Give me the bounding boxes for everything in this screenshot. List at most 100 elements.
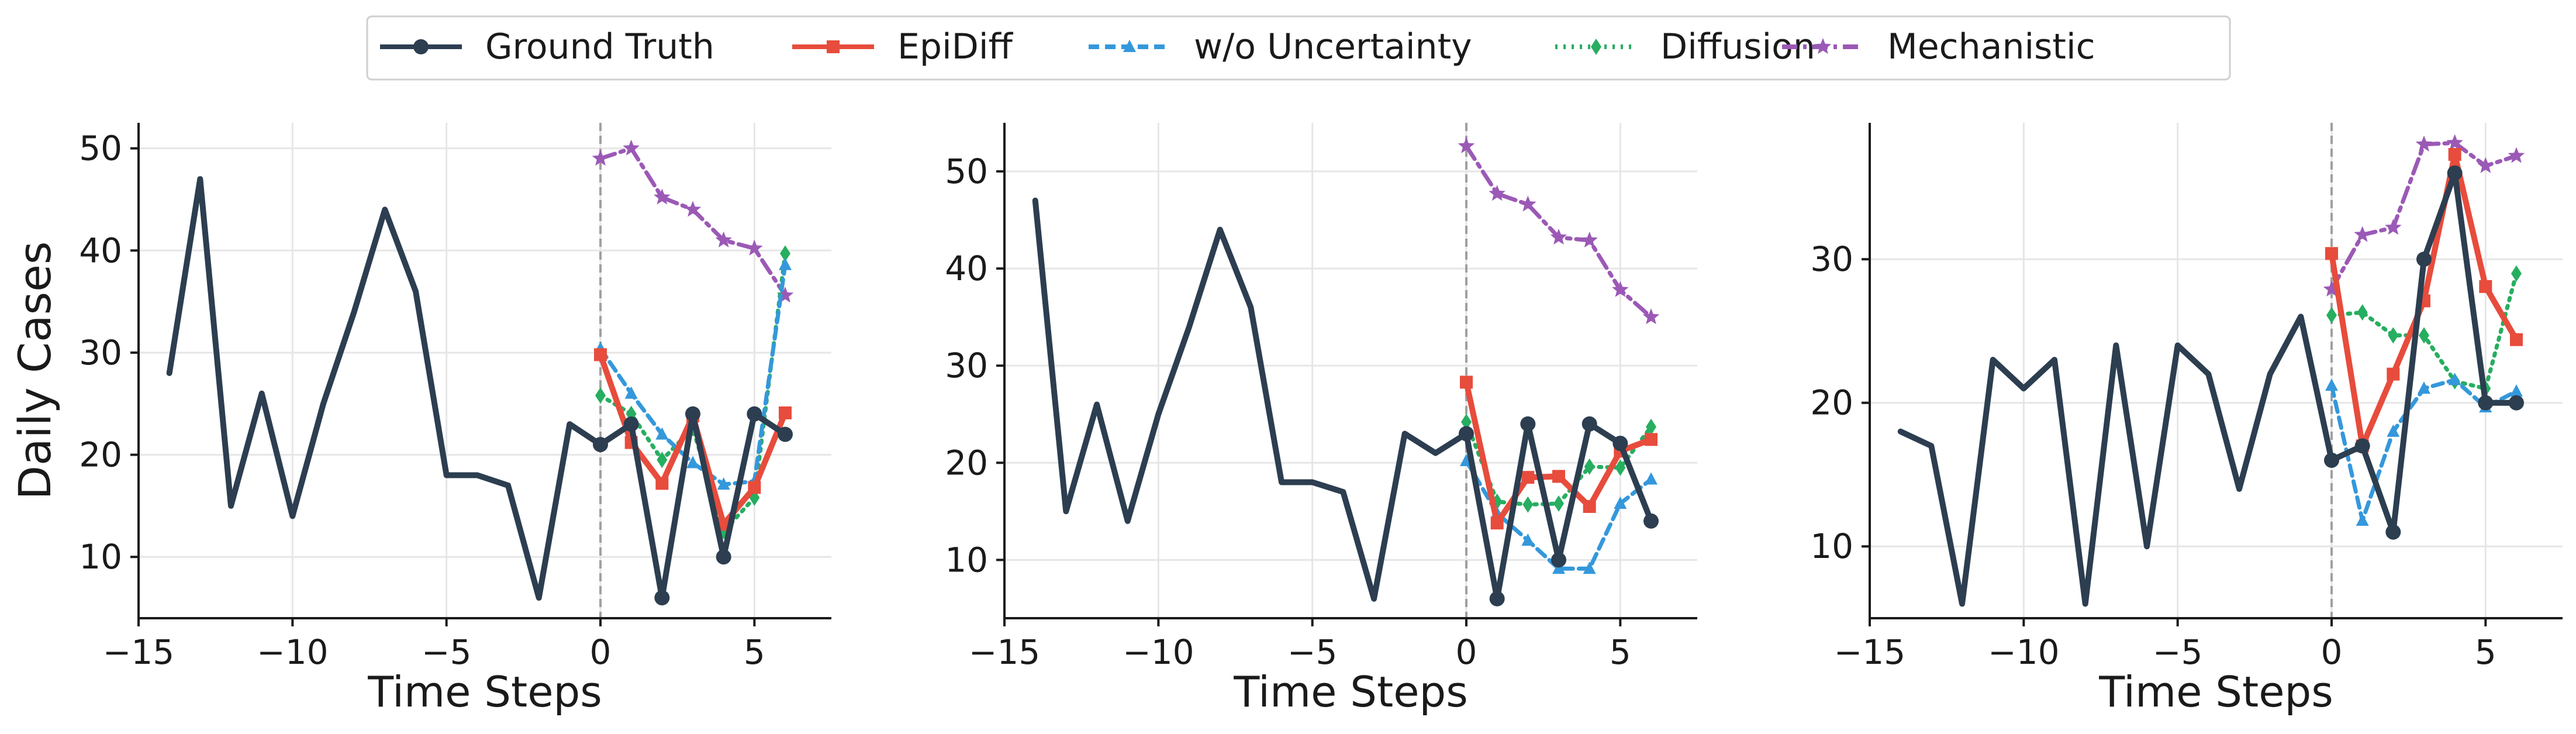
data-point-mech [1642, 308, 1660, 325]
legend-label: Mechanistic [1887, 26, 2095, 67]
series-diff [595, 245, 790, 540]
data-point-diff [1584, 458, 1595, 475]
y-tick-label: 30 [1810, 239, 1853, 279]
x-tick-label: 0 [590, 632, 612, 672]
data-point-mech [1489, 185, 1505, 201]
legend-label: Ground Truth [485, 26, 714, 67]
series-epi [2325, 148, 2523, 453]
data-point-diff [2419, 327, 2429, 344]
data-point-gt [593, 437, 608, 453]
legend-item-epi: EpiDiff [792, 26, 1014, 67]
data-point-gt [1551, 552, 1566, 568]
data-point-epi [2325, 247, 2338, 260]
series-line-wou [598, 263, 788, 487]
data-point-epi [1552, 470, 1565, 483]
data-point-diff [1615, 459, 1626, 476]
data-point-gt [2447, 165, 2463, 181]
legend-box [366, 15, 2231, 81]
data-point-mech [776, 287, 794, 303]
series-diff [1461, 413, 1656, 513]
legend-swatch-marker [827, 40, 840, 53]
data-point-wou [2356, 514, 2369, 526]
x-tick-label: −10 [257, 632, 328, 672]
y-tick-label: 20 [1810, 383, 1853, 423]
data-point-epi [2387, 367, 2400, 381]
legend-swatch-marker [413, 39, 429, 54]
data-point-epi [1583, 500, 1596, 514]
y-tick-label: 50 [79, 129, 122, 168]
y-tick-label: 50 [945, 151, 988, 191]
data-point-mech [2323, 280, 2340, 297]
legend-label: w/o Uncertainty [1194, 26, 1472, 67]
series-mech [1458, 137, 1660, 325]
chart-panel-2: −15 −10 −5 0 5 10 20 30 40 50 Time Steps [945, 123, 1697, 716]
data-point-mech [1520, 195, 1536, 212]
legend: Ground Truth EpiDiff w/o Uncertainty Diffus… [366, 15, 2231, 81]
x-tick-label: −10 [1123, 632, 1194, 672]
data-point-epi [2479, 280, 2492, 293]
data-point-gt [716, 549, 731, 565]
data-point-diff [2388, 327, 2399, 344]
data-point-epi [2448, 148, 2461, 161]
y-tick-label: 10 [79, 537, 122, 577]
y-tick-label: 20 [945, 443, 988, 483]
data-point-gt [685, 406, 700, 422]
series-line-mech [598, 146, 788, 298]
data-point-epi [655, 477, 669, 490]
data-point-mech [1458, 137, 1475, 153]
data-point-mech [1612, 281, 1629, 297]
data-point-diff [595, 387, 606, 404]
legend-item-mech: Mechanistic [1782, 26, 2095, 67]
series-gt [1897, 165, 2524, 607]
x-tick-label: −10 [1988, 632, 2059, 672]
x-tick-label: 0 [2321, 632, 2343, 672]
data-point-diff [1646, 418, 1656, 435]
data-point-wou [1552, 561, 1565, 574]
data-point-diff [1461, 413, 1472, 430]
data-point-gt [623, 416, 639, 432]
x-tick-label: −5 [422, 632, 472, 672]
data-point-wou [2325, 378, 2338, 391]
data-point-diff [1522, 496, 1534, 513]
legend-swatch-marker [1591, 39, 1601, 55]
data-point-wou [2387, 424, 2400, 437]
x-axis-label: Time Steps [367, 667, 602, 716]
series-line-gt [166, 176, 788, 601]
data-point-mech [2385, 219, 2402, 235]
data-point-epi [779, 406, 792, 419]
chart-panel-1: −15 −10 −5 0 5 10 20 30 40 50 Time Steps Daily Case… [9, 123, 831, 716]
data-point-mech [623, 139, 640, 156]
data-point-mech [2415, 135, 2433, 151]
data-point-wou [1583, 561, 1596, 574]
data-point-gt [2324, 452, 2339, 468]
legend-swatch-marker [1123, 40, 1136, 52]
y-tick-label: 10 [1810, 526, 1853, 566]
x-axis-label: Time Steps [2098, 667, 2333, 716]
data-point-epi [748, 481, 761, 494]
data-point-diff [2511, 265, 2522, 282]
data-point-gt [2478, 395, 2494, 411]
data-point-wou [624, 386, 638, 399]
data-point-mech [2354, 226, 2371, 242]
series-line-gt [1897, 170, 2519, 607]
data-point-mech [1581, 232, 1598, 248]
x-tick-label: 0 [1456, 632, 1477, 672]
data-point-mech [2477, 157, 2494, 173]
x-tick-label: −5 [2153, 632, 2203, 672]
series-mech [592, 139, 794, 303]
y-tick-label: 40 [945, 249, 988, 288]
x-tick-label: 5 [2475, 632, 2496, 672]
data-point-wou [1645, 472, 1658, 485]
y-tick-label: 10 [945, 540, 988, 580]
data-point-mech [654, 188, 671, 205]
data-point-wou [2448, 373, 2461, 385]
x-tick-label: 5 [1610, 632, 1631, 672]
legend-label: EpiDiff [897, 26, 1014, 67]
series-mech [2323, 134, 2525, 297]
data-point-epi [1645, 433, 1658, 446]
data-point-wou [1614, 497, 1627, 509]
y-tick-label: 40 [79, 230, 122, 270]
x-tick-label: 5 [744, 632, 765, 672]
data-point-wou [779, 257, 792, 270]
